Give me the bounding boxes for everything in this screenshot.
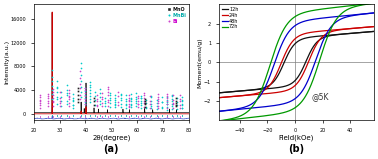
48h	[367, 12, 372, 14]
72h	[288, 20, 292, 22]
24h	[367, 26, 372, 28]
48h	[367, 12, 372, 14]
48h	[372, 12, 376, 14]
Text: (b): (b)	[288, 144, 304, 154]
12h	[288, 49, 292, 51]
Text: @5K: @5K	[312, 92, 329, 101]
Y-axis label: Moment(emu/g): Moment(emu/g)	[198, 37, 203, 88]
72h	[225, 119, 229, 121]
48h	[288, 29, 292, 31]
12h	[339, 33, 343, 35]
12h	[217, 92, 221, 94]
X-axis label: Field(kOe): Field(kOe)	[279, 134, 314, 141]
72h	[367, 3, 372, 5]
24h	[225, 96, 229, 98]
24h	[217, 97, 221, 99]
Text: (a): (a)	[104, 144, 119, 154]
Legend: 12h, 24h, 48h, 72h: 12h, 24h, 48h, 72h	[221, 7, 239, 30]
48h	[292, 25, 296, 27]
12h	[292, 44, 296, 46]
12h	[372, 31, 376, 32]
24h	[367, 26, 372, 28]
X-axis label: 2θ(degree): 2θ(degree)	[92, 134, 130, 141]
24h	[339, 28, 343, 30]
72h	[367, 3, 372, 5]
48h	[217, 110, 221, 112]
Y-axis label: Intensity(a.u.): Intensity(a.u.)	[4, 40, 9, 84]
12h	[367, 31, 372, 33]
24h	[372, 26, 376, 28]
Line: 24h: 24h	[219, 27, 374, 98]
Line: 48h: 48h	[219, 13, 374, 111]
72h	[372, 2, 376, 4]
12h	[367, 31, 372, 33]
Legend: MnO, MnBi, Bi: MnO, MnBi, Bi	[168, 7, 186, 24]
48h	[339, 15, 343, 17]
72h	[292, 16, 296, 18]
Line: 72h: 72h	[219, 3, 374, 121]
72h	[339, 6, 343, 8]
Line: 12h: 12h	[219, 31, 374, 93]
24h	[288, 44, 292, 46]
12h	[225, 91, 229, 93]
72h	[217, 120, 221, 122]
24h	[292, 39, 296, 41]
48h	[225, 109, 229, 111]
